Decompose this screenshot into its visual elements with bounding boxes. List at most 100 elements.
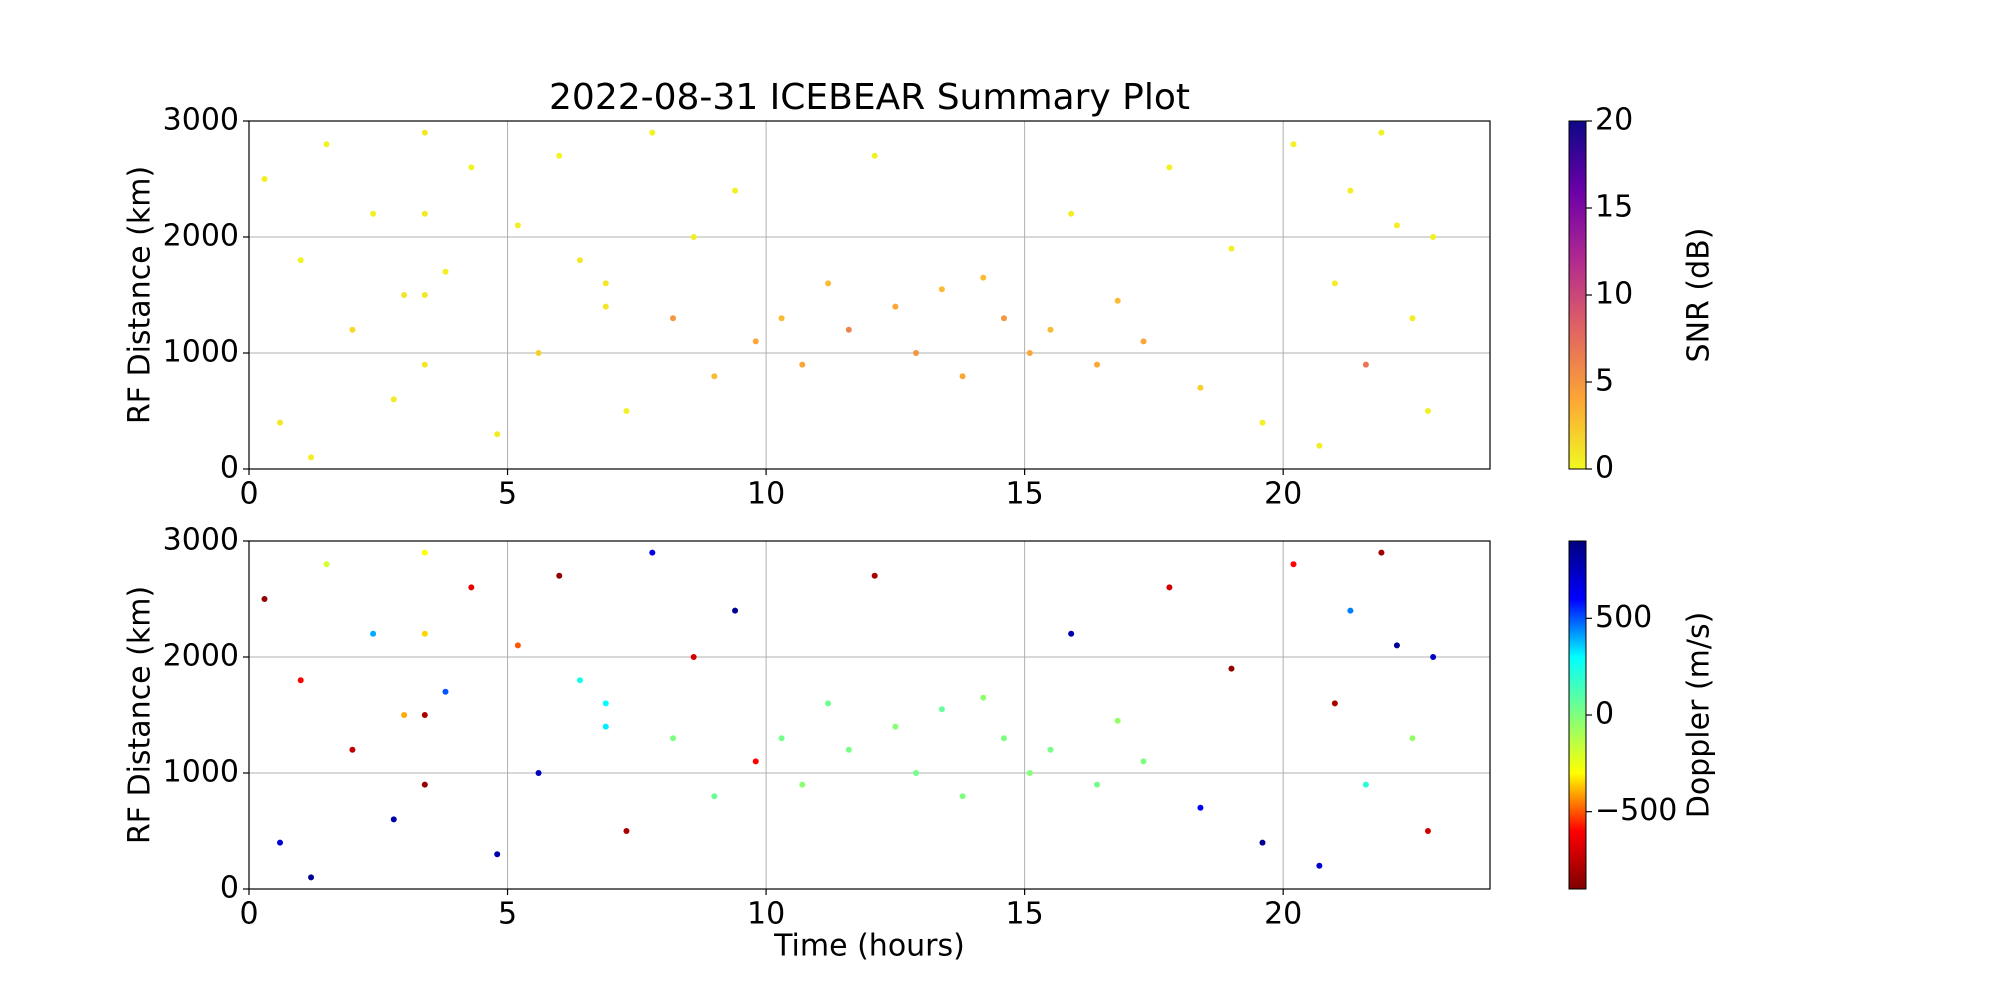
- point: [421, 210, 428, 217]
- point: [602, 700, 609, 707]
- point: [1362, 781, 1369, 788]
- point: [871, 572, 878, 579]
- point: [556, 152, 563, 159]
- point: [1347, 607, 1354, 614]
- point: [277, 839, 284, 846]
- point: [623, 408, 630, 414]
- point: [1331, 700, 1338, 707]
- point: [421, 129, 428, 136]
- x-tick-label: 5: [498, 477, 517, 512]
- x-tick-label: 0: [239, 477, 258, 512]
- point: [871, 152, 878, 159]
- point: [670, 315, 677, 322]
- colorbar: [1568, 120, 1587, 470]
- point: [442, 268, 449, 275]
- point: [711, 373, 718, 380]
- point: [752, 338, 759, 345]
- chart-title: 2022-08-31 ICEBEAR Summary Plot: [549, 77, 1190, 118]
- colorbar-label: SNR (dB): [1682, 228, 1717, 363]
- point: [297, 677, 304, 684]
- point: [690, 234, 697, 240]
- y-tick-label: 3000: [163, 523, 239, 558]
- colorbar-tick-label: 5: [1595, 364, 1614, 399]
- point: [1316, 442, 1323, 449]
- point: [623, 828, 630, 834]
- colorbar: [1568, 540, 1587, 890]
- point: [1094, 781, 1101, 788]
- point: [323, 561, 330, 568]
- point: [1114, 717, 1121, 724]
- point: [1228, 665, 1235, 672]
- point: [1290, 561, 1297, 568]
- colorbar-tick-label: 15: [1595, 190, 1633, 225]
- plot-frame: [248, 120, 1491, 470]
- point: [1094, 361, 1101, 368]
- point: [1430, 234, 1437, 240]
- point: [370, 210, 377, 217]
- point: [1047, 326, 1054, 333]
- point: [711, 793, 718, 800]
- point: [1378, 129, 1385, 136]
- point: [514, 642, 521, 649]
- point: [825, 280, 832, 287]
- point: [938, 706, 945, 713]
- point: [913, 770, 920, 776]
- point: [752, 758, 759, 765]
- point: [370, 630, 377, 637]
- point: [390, 396, 397, 403]
- point: [892, 723, 899, 730]
- point: [1424, 408, 1431, 414]
- point: [308, 874, 315, 881]
- point: [1393, 642, 1400, 649]
- point: [349, 326, 356, 333]
- point: [670, 735, 677, 742]
- point: [421, 712, 428, 718]
- point: [535, 350, 542, 356]
- point: [1140, 758, 1147, 765]
- point: [845, 326, 852, 333]
- point: [649, 549, 656, 556]
- colorbar-tick-label: 0: [1595, 451, 1614, 486]
- point: [261, 596, 268, 602]
- point: [556, 572, 563, 579]
- x-tick-label: 10: [747, 897, 785, 932]
- y-tick-label: 3000: [163, 103, 239, 138]
- point: [390, 816, 397, 823]
- x-tick-label: 15: [1006, 477, 1044, 512]
- point: [959, 373, 966, 380]
- point: [349, 746, 356, 753]
- point: [1140, 338, 1147, 345]
- y-tick-label: 1000: [163, 755, 239, 790]
- point: [308, 454, 315, 461]
- point: [514, 222, 521, 229]
- colorbar-label: Doppler (m/s): [1682, 612, 1717, 819]
- point: [1347, 187, 1354, 194]
- point: [799, 781, 806, 788]
- colorbar-tick-label: 0: [1595, 697, 1614, 732]
- point: [1290, 141, 1297, 148]
- point: [297, 257, 304, 264]
- point: [468, 164, 475, 171]
- point: [421, 549, 428, 556]
- y-tick-label: 0: [220, 871, 239, 906]
- point: [845, 746, 852, 753]
- x-tick-label: 15: [1006, 897, 1044, 932]
- point: [1026, 770, 1033, 776]
- point: [1228, 245, 1235, 252]
- point: [778, 315, 785, 322]
- point: [1068, 630, 1075, 637]
- y-tick-label: 2000: [163, 639, 239, 674]
- point: [323, 141, 330, 148]
- point: [535, 770, 542, 776]
- point: [778, 735, 785, 742]
- colorbar-tick-label: 20: [1595, 103, 1633, 138]
- point: [576, 677, 583, 684]
- point: [421, 781, 428, 788]
- point: [1259, 419, 1266, 426]
- point: [401, 292, 408, 298]
- x-tick-label: 5: [498, 897, 517, 932]
- y-axis-label: RF Distance (km): [123, 166, 158, 424]
- point: [1378, 549, 1385, 556]
- point: [980, 694, 987, 701]
- point: [1424, 828, 1431, 834]
